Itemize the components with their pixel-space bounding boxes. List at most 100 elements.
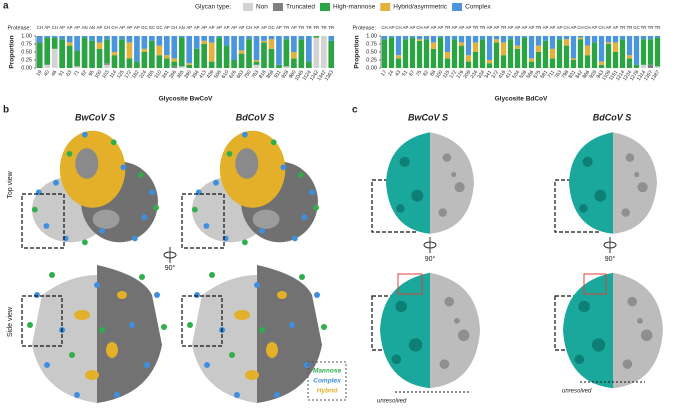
bar-segment (409, 36, 416, 38)
bar-segment (51, 36, 58, 38)
x-axis-label: Glycosite BdCoV (495, 96, 548, 103)
bar-segment (535, 36, 542, 46)
x-tick-label: 125 (116, 69, 126, 79)
bar-segment (66, 42, 73, 46)
x-tick-label: 1342 (316, 69, 327, 82)
legend-label: Hybrid/asymmetric (393, 4, 448, 11)
bar-segment (149, 36, 155, 41)
bar-segment (465, 61, 472, 68)
panel-label: b (3, 105, 9, 116)
y-axis-label: Proportion (9, 35, 16, 68)
bar-segment (619, 36, 626, 40)
y-tick-label: 0.00 (366, 65, 377, 71)
bar-segment (605, 42, 612, 44)
y-tick-label: 1.00 (366, 33, 377, 39)
bar-segment (238, 50, 245, 54)
bar-segment (268, 36, 275, 40)
protease-label: CH (563, 25, 569, 30)
bar-segment (633, 64, 640, 68)
bar-segment (156, 55, 163, 68)
structure (27, 265, 167, 403)
bar-segment (416, 40, 423, 68)
protease-label: AP (224, 25, 230, 30)
bar-segment (134, 61, 140, 68)
bar-segment (395, 55, 402, 59)
bar-segment (283, 39, 290, 67)
bar-segment (223, 45, 230, 68)
x-tick-label: 341 (161, 69, 171, 79)
bar-segment (458, 45, 465, 68)
protease-label: AP (487, 25, 493, 30)
x-tick-label: 943 (596, 69, 606, 79)
protease-label: AN (89, 25, 95, 30)
rotation-icon (163, 237, 617, 263)
bar-segment (388, 37, 395, 68)
x-tick-label: 763 (554, 69, 564, 79)
bar-segment (104, 36, 110, 40)
protease-label: AP (164, 25, 170, 30)
x-tick-label: 1314 (636, 69, 647, 82)
bar-segment (647, 39, 654, 65)
bar-segment (328, 40, 335, 68)
x-tick-label: 51 (401, 69, 409, 77)
structure (187, 265, 327, 403)
protease-label: AP (466, 25, 472, 30)
bar-segment (276, 36, 282, 65)
bar-segment (542, 36, 549, 41)
bar-segment (451, 39, 458, 68)
protease-label: CH (52, 25, 58, 30)
x-tick-label: 341 (484, 69, 494, 79)
x-tick-label: 82 (422, 69, 430, 77)
x-tick-label: 581 (540, 69, 550, 79)
x-tick-label: 508 (213, 69, 223, 79)
x-tick-label: 1109 (601, 69, 612, 81)
bar-segment (591, 36, 598, 43)
bar-segment (305, 36, 312, 62)
x-tick-label: 172 (123, 69, 133, 79)
unresolved-label: unresolved (377, 399, 407, 405)
bar-segment (556, 39, 563, 68)
bar-segment (59, 39, 66, 68)
bar-segment (89, 36, 95, 41)
bar-segment (66, 36, 73, 43)
x-tick-label: 413 (198, 69, 208, 79)
protease-label: AP (239, 25, 245, 30)
x-tick-label: 928 (280, 69, 290, 79)
bar-segment (216, 37, 222, 68)
protease-label: CH (416, 25, 422, 30)
bar-segment (291, 58, 297, 68)
x-tick-label: 417 (505, 69, 515, 79)
bar-segment (96, 48, 103, 68)
protease-label: GC (149, 25, 155, 30)
legend-swatch (380, 3, 391, 11)
x-tick-label: 51 (58, 69, 66, 77)
bar-segment (570, 58, 577, 60)
x-tick-label: 390 (183, 69, 193, 79)
bar-segment (36, 42, 43, 68)
protease-label: TR (620, 25, 626, 30)
protease-label: GC (268, 25, 274, 30)
bar-segment (298, 39, 305, 68)
y-tick-label: 0.25 (21, 57, 32, 63)
bar-segment (193, 48, 200, 68)
x-tick-label: 911 (273, 69, 283, 79)
bar-segment (253, 64, 260, 68)
bar-segment (465, 36, 472, 56)
bar-segment (500, 36, 507, 43)
bar-segment (493, 36, 500, 40)
x-tick-label: 114 (109, 69, 119, 79)
y-tick-label: 0.00 (21, 65, 32, 71)
x-tick-label: 234 (470, 69, 480, 79)
bar-segment (96, 36, 103, 43)
x-tick-label: 842 (575, 69, 585, 79)
x-tick-label: 394 (191, 69, 201, 79)
protease-label: AP (44, 25, 50, 30)
protease-label: CH (584, 25, 590, 30)
x-tick-label: 100 (94, 69, 104, 79)
structure (32, 130, 159, 246)
bar-segment (104, 64, 110, 68)
bar-segment (430, 48, 437, 68)
bar-segment (81, 37, 88, 68)
bar-segment (66, 45, 73, 68)
